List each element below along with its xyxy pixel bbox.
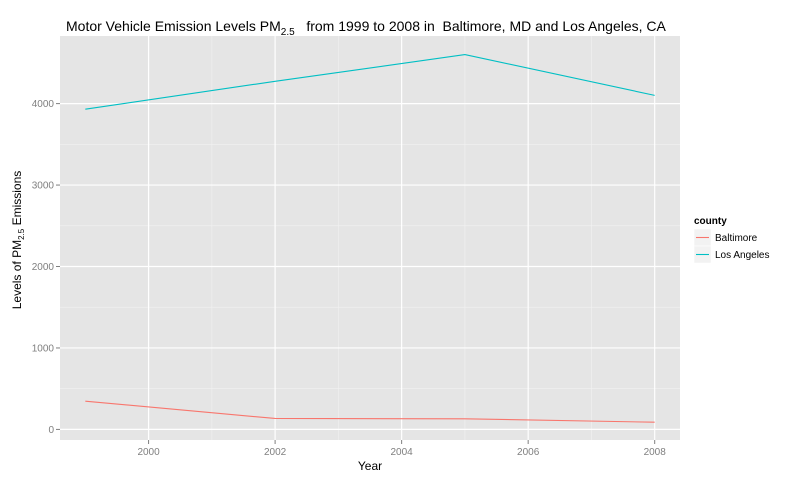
chart-title: Motor Vehicle Emission Levels PM2.5 from…: [66, 18, 667, 38]
x-tick-label: 2004: [391, 447, 414, 458]
x-tick-label: 2000: [137, 447, 160, 458]
legend-label: Baltimore: [715, 233, 758, 244]
x-axis-title: Year: [358, 459, 382, 473]
legend-label: Los Angeles: [715, 250, 770, 261]
x-tick-label: 2006: [517, 447, 540, 458]
plot-panel: [60, 36, 680, 440]
y-axis-title: Levels of PM2.5 Emissions: [10, 171, 26, 310]
legend-title: county: [694, 216, 727, 227]
x-axis-ticks: 2000 2002 2004 2006 2008: [137, 440, 666, 458]
y-tick-label: 4000: [32, 99, 55, 110]
y-tick-label: 3000: [32, 181, 55, 192]
legend-item-baltimore: Baltimore: [693, 228, 758, 247]
series-line-los-angeles: [85, 54, 655, 110]
series-line-baltimore: [85, 400, 655, 423]
legend: county Baltimore Los Angeles: [693, 216, 770, 264]
y-axis-ticks: 0 1000 2000 3000 4000: [32, 99, 60, 436]
y-tick-label: 1000: [32, 343, 55, 354]
y-tick-label: 2000: [32, 262, 55, 273]
legend-items: Baltimore Los Angeles: [693, 228, 770, 264]
legend-item-los-angeles: Los Angeles: [693, 245, 770, 264]
x-tick-label: 2008: [644, 447, 667, 458]
x-tick-label: 2002: [264, 447, 287, 458]
y-tick-label: 0: [48, 425, 54, 436]
series-lines: [85, 54, 655, 423]
major-gridlines: [60, 36, 680, 440]
